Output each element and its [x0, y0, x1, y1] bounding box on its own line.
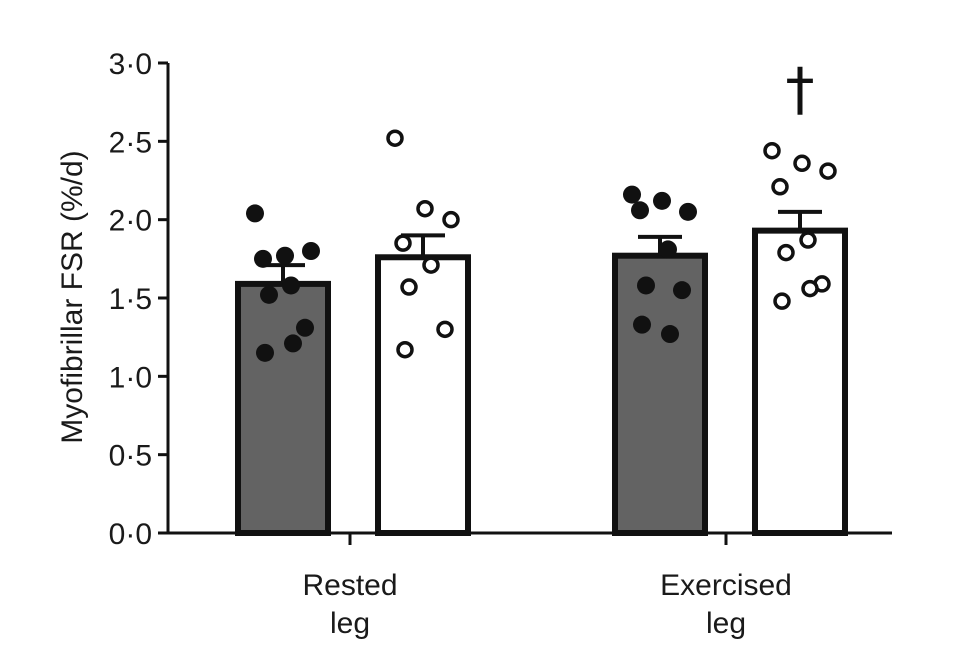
x-category-label-line1: Exercised	[660, 569, 792, 602]
data-point	[773, 292, 791, 310]
y-tick-label: 2·5	[109, 126, 152, 159]
data-point	[284, 334, 302, 353]
data-point	[633, 315, 651, 334]
data-point	[422, 256, 440, 274]
data-point	[302, 242, 320, 260]
data-point	[623, 185, 641, 204]
data-point	[631, 201, 649, 220]
data-point	[819, 162, 837, 180]
data-point	[260, 285, 278, 304]
data-point	[416, 199, 434, 218]
labels-layer: Rested leg Exercised leg †	[302, 55, 814, 640]
y-axis-label: Myofibrillar FSR (%/d)	[56, 150, 89, 443]
data-point	[256, 343, 274, 362]
x-category-label-line2: leg	[706, 607, 746, 640]
data-point	[763, 141, 781, 160]
x-category-label-line1: Rested	[302, 569, 397, 602]
y-axis: 0·0 0·5 1·0 1·5 2·0 2·5 3·0	[109, 48, 170, 551]
points-layer	[246, 129, 837, 362]
data-point	[442, 210, 460, 229]
data-point	[661, 325, 679, 344]
y-tick-label: 0·5	[109, 440, 152, 473]
data-point	[801, 279, 819, 298]
y-tick-label: 1·0	[109, 361, 152, 394]
y-tick-label: 1·5	[109, 283, 152, 316]
bar	[752, 227, 848, 536]
bar	[612, 252, 708, 536]
data-point	[396, 340, 414, 359]
bar	[235, 280, 331, 536]
data-point	[386, 129, 404, 147]
data-point	[679, 202, 697, 221]
data-point	[436, 320, 454, 339]
error-bars-layer	[261, 209, 822, 284]
data-point	[282, 276, 300, 295]
data-point	[777, 243, 795, 262]
bar	[375, 254, 471, 536]
data-point	[673, 281, 691, 300]
data-point	[394, 234, 412, 252]
data-point	[400, 278, 418, 296]
data-point	[799, 231, 817, 249]
data-point	[653, 191, 671, 210]
data-point	[276, 246, 294, 265]
y-tick-label: 2·0	[109, 205, 152, 238]
y-tick-label: 3·0	[109, 48, 152, 81]
x-category-label-line2: leg	[330, 607, 370, 640]
bars-layer	[235, 227, 848, 536]
data-point	[659, 240, 677, 259]
data-point	[254, 249, 272, 268]
data-point	[246, 204, 264, 223]
data-point	[793, 154, 811, 173]
data-point	[296, 318, 314, 337]
significance-dagger: †	[786, 55, 815, 123]
y-tick-label: 0·0	[109, 518, 152, 551]
data-point	[771, 178, 789, 196]
data-point	[637, 276, 655, 295]
